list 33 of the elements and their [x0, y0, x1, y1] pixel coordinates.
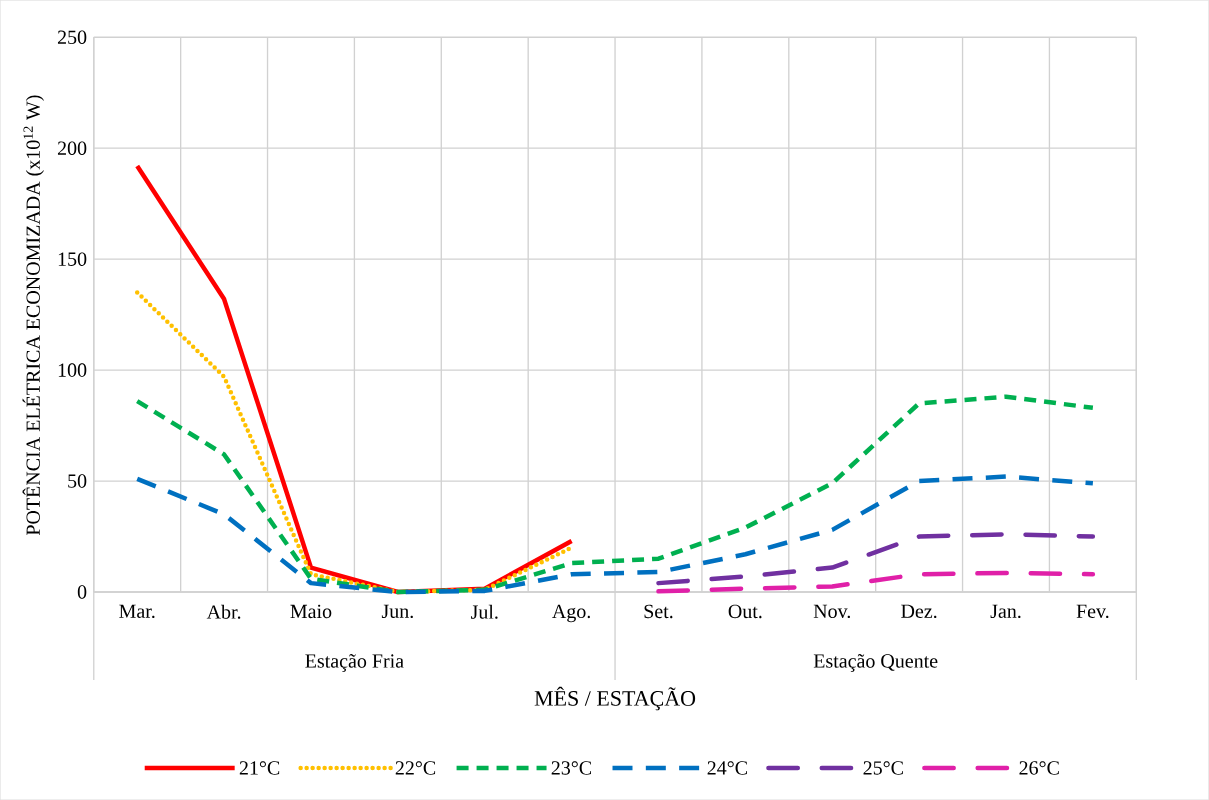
y-tick-label: 0	[77, 585, 87, 599]
x-tick-label: Abr.	[206, 604, 241, 619]
legend-label: 23°C	[551, 761, 592, 775]
x-tick-label: Jun.	[381, 604, 413, 619]
x-tick-label: Out.	[728, 604, 762, 619]
y-tick-label: 100	[58, 363, 87, 377]
x-tick-label: Set.	[644, 604, 673, 619]
line-series	[656, 531, 1096, 586]
x-tick-label: Dez.	[901, 604, 937, 619]
x-tick-label: Ago.	[552, 604, 590, 623]
y-axis-title: POTÊNCIA ELÉTRICA ECONOMIZADA (x10$^{12}$ W)	[22, 95, 44, 535]
x-axis-title: MÊS / ESTAÇÃO	[534, 686, 696, 711]
y-tick-label: 200	[57, 141, 87, 155]
x-tick-label: Mar.	[119, 604, 155, 619]
legend-label: 21°C	[239, 761, 280, 775]
x-tick-label: Jan.	[990, 604, 1021, 619]
x-tick-label: Jul.	[470, 604, 498, 619]
y-tick-label: 50	[68, 474, 87, 488]
line-series	[656, 570, 1096, 594]
legend-label: 26°C	[1019, 761, 1059, 775]
legend-label: 25°C	[863, 761, 903, 775]
line-series	[134, 474, 1096, 595]
x-tick-label: Nov.	[813, 604, 850, 619]
x-tick-label: Maio	[290, 604, 332, 619]
line-series	[134, 394, 1096, 595]
line-series	[134, 290, 574, 595]
text: Estação Quente	[813, 654, 938, 672]
legend-label: 24°C	[707, 761, 747, 775]
y-tick-label: 250	[57, 30, 87, 44]
text: Estação Fria	[305, 654, 404, 672]
y-tick-label: 150	[58, 252, 87, 266]
legend-label: 22°C	[395, 761, 436, 775]
x-tick-label: Fev.	[1076, 604, 1109, 619]
